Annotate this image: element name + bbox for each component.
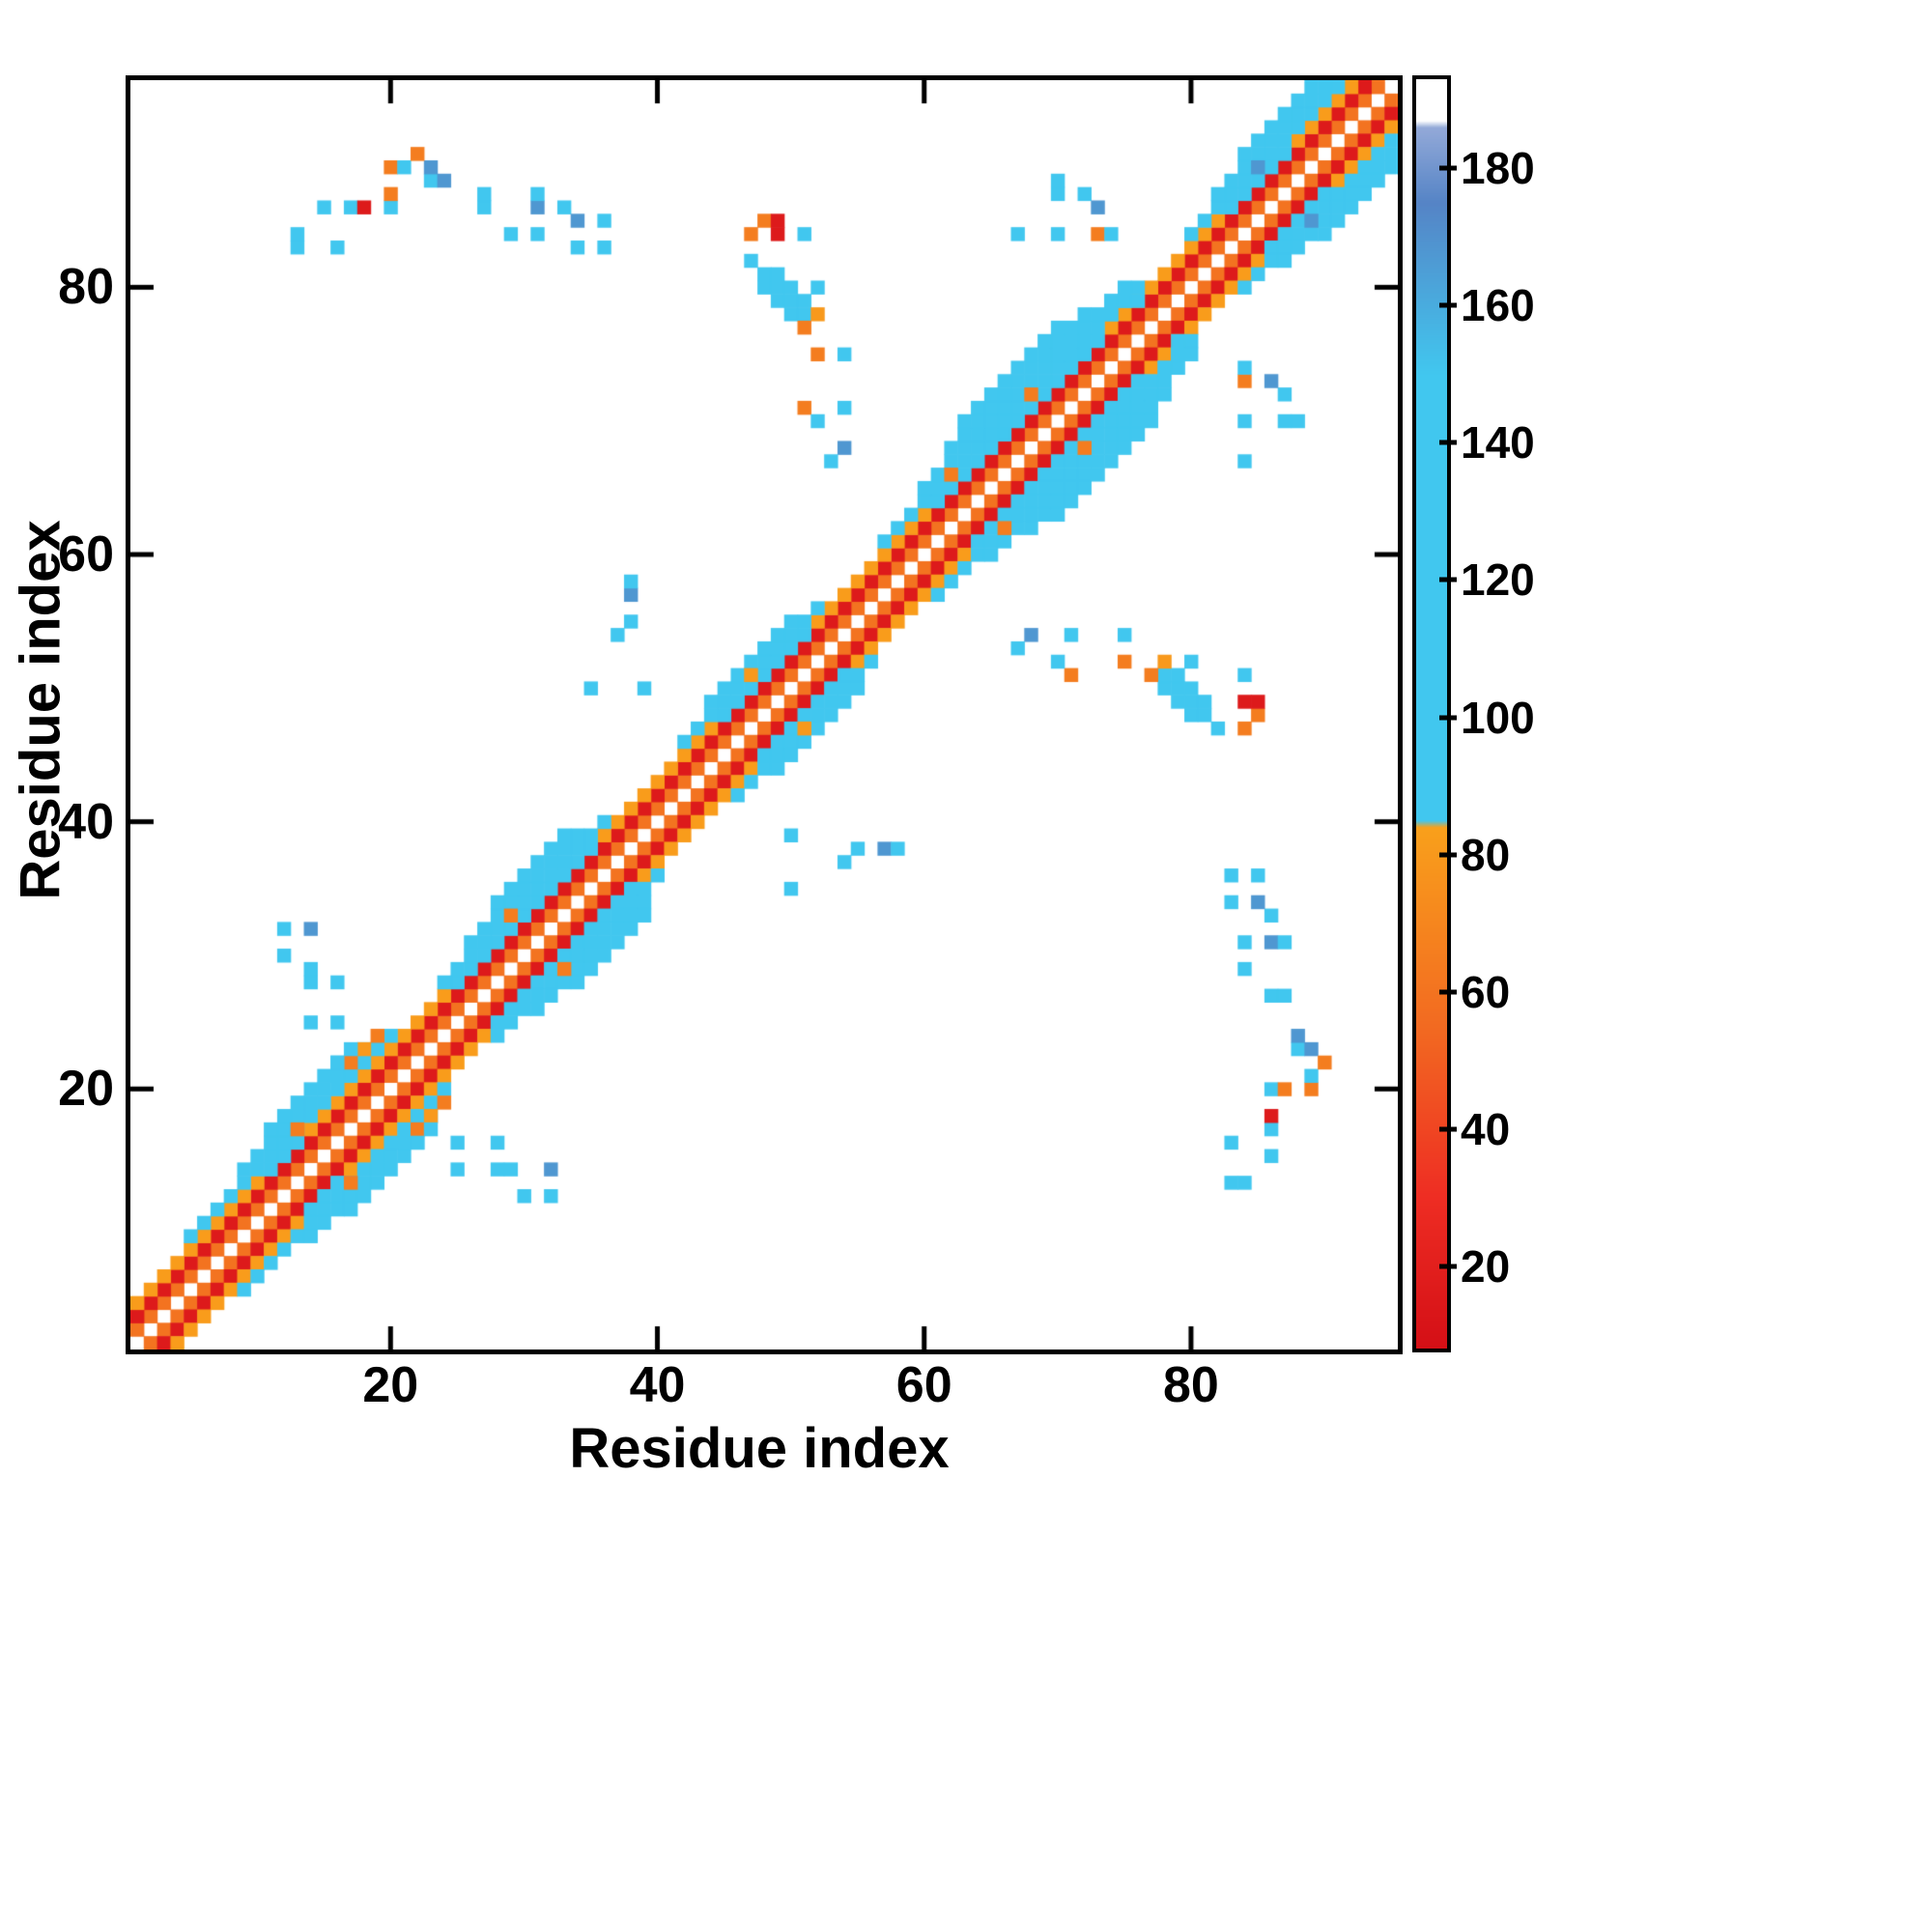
x-tick-label: 40 (629, 1357, 686, 1413)
heatmap-plot-area (126, 75, 1403, 1354)
heatmap-canvas (130, 80, 1398, 1350)
x-tick-label: 80 (1163, 1357, 1219, 1413)
y-tick-label: 40 (58, 793, 114, 850)
colorbar-tick-label: 120 (1461, 554, 1535, 606)
colorbar-canvas (1416, 79, 1447, 1349)
y-tick-label: 20 (58, 1061, 114, 1118)
colorbar-tick-mark (1439, 440, 1457, 445)
colorbar-tick-label: 180 (1461, 143, 1535, 194)
x-tick-label: 20 (362, 1357, 419, 1413)
colorbar-tick-mark (1439, 1264, 1457, 1269)
y-tick-label: 80 (58, 259, 114, 316)
colorbar-tick-label: 160 (1461, 280, 1535, 331)
colorbar-tick-mark (1439, 165, 1457, 171)
colorbar-tick-mark (1439, 852, 1457, 858)
colorbar-tick-label: 40 (1461, 1103, 1511, 1154)
x-axis-label: Residue index (569, 1417, 950, 1480)
colorbar-tick-mark (1439, 715, 1457, 721)
colorbar-tick-label: 80 (1461, 829, 1511, 880)
colorbar-tick-label: 20 (1461, 1240, 1511, 1292)
colorbar-tick-label: 60 (1461, 966, 1511, 1017)
colorbar-tick-label: 140 (1461, 417, 1535, 469)
x-tick-label: 60 (895, 1357, 952, 1413)
colorbar-tick-mark (1439, 302, 1457, 308)
colorbar-tick-label: 100 (1461, 692, 1535, 743)
colorbar-tick-mark (1439, 1126, 1457, 1132)
colorbar-tick-mark (1439, 577, 1457, 582)
colorbar-tick-mark (1439, 989, 1457, 995)
colorbar (1412, 75, 1451, 1352)
y-tick-label: 60 (58, 526, 114, 583)
